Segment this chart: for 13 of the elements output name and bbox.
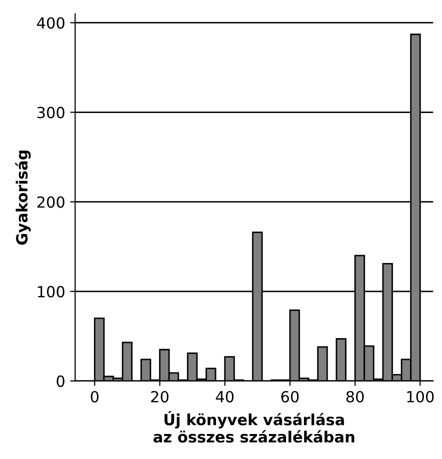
x-tick-label: 0	[90, 390, 99, 403]
y-tick-label: 100	[38, 286, 64, 298]
x-tick-label: 80	[346, 390, 364, 403]
y-tick-label: 300	[37, 106, 64, 118]
x-tick-label: 100	[407, 390, 434, 403]
y-tick-label: 400	[37, 17, 64, 29]
x-axis-title: Új könyvek vásárlása az összes százalékában	[154, 411, 354, 443]
y-tick-label: 0	[56, 375, 64, 387]
y-axis-title: Gyakoriság	[15, 150, 31, 245]
x-tick-label: 60	[281, 390, 299, 403]
x-tick-label: 40	[216, 390, 234, 403]
x-tick-label: 20	[151, 390, 168, 403]
y-tick-label: 200	[37, 196, 64, 208]
